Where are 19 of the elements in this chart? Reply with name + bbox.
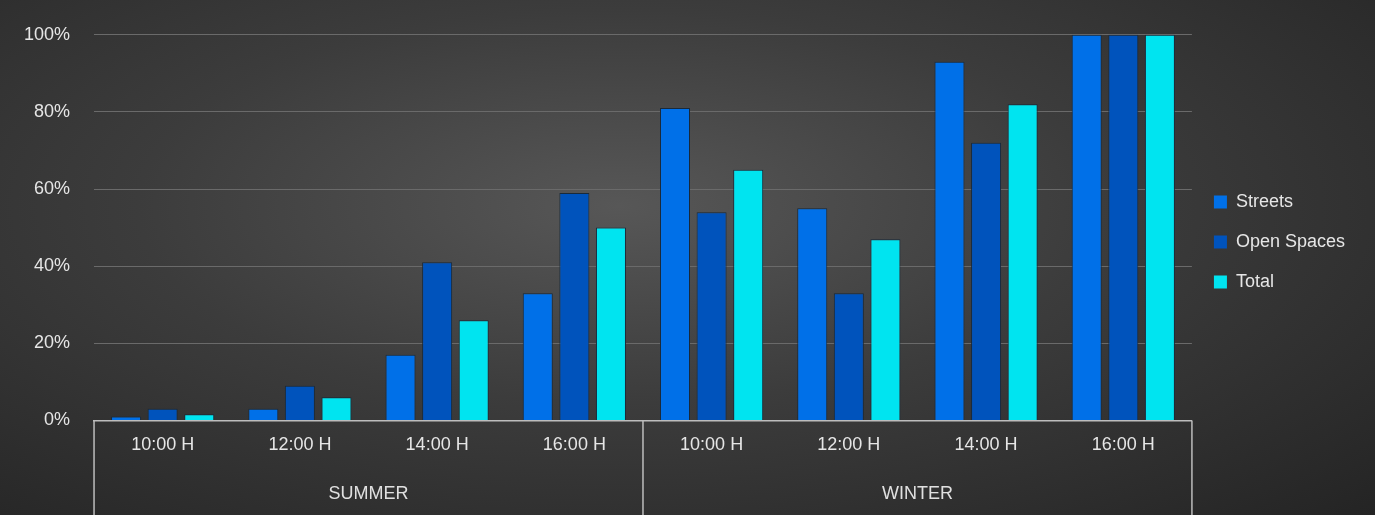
x-tick-label: 14:00 H [954, 434, 1018, 455]
y-tick-label: 40% [34, 255, 71, 276]
text: WINTER [881, 483, 953, 504]
x-tick-label: 12:00 H [817, 434, 881, 455]
x-tick-label: 14:00 H [405, 434, 469, 455]
y-tick-label: 0% [44, 409, 71, 430]
x-tick-label: 12:00 H [268, 434, 332, 455]
y-tick-label: 60% [34, 178, 71, 199]
x-tick-label: 10:00 H [680, 434, 744, 455]
legend-label: Open Spaces [1235, 230, 1346, 251]
text: SUMMER [328, 483, 409, 504]
y-tick-label: 100% [23, 23, 71, 44]
x-tick-label: 16:00 H [542, 434, 606, 455]
y-tick-label: 80% [34, 100, 71, 121]
x-tick-label: 16:00 H [1091, 434, 1155, 455]
legend-label: Total [1235, 270, 1274, 291]
y-tick-label: 20% [34, 332, 71, 353]
legend-label: Streets [1235, 190, 1293, 211]
x-tick-label: 10:00 H [131, 434, 195, 455]
